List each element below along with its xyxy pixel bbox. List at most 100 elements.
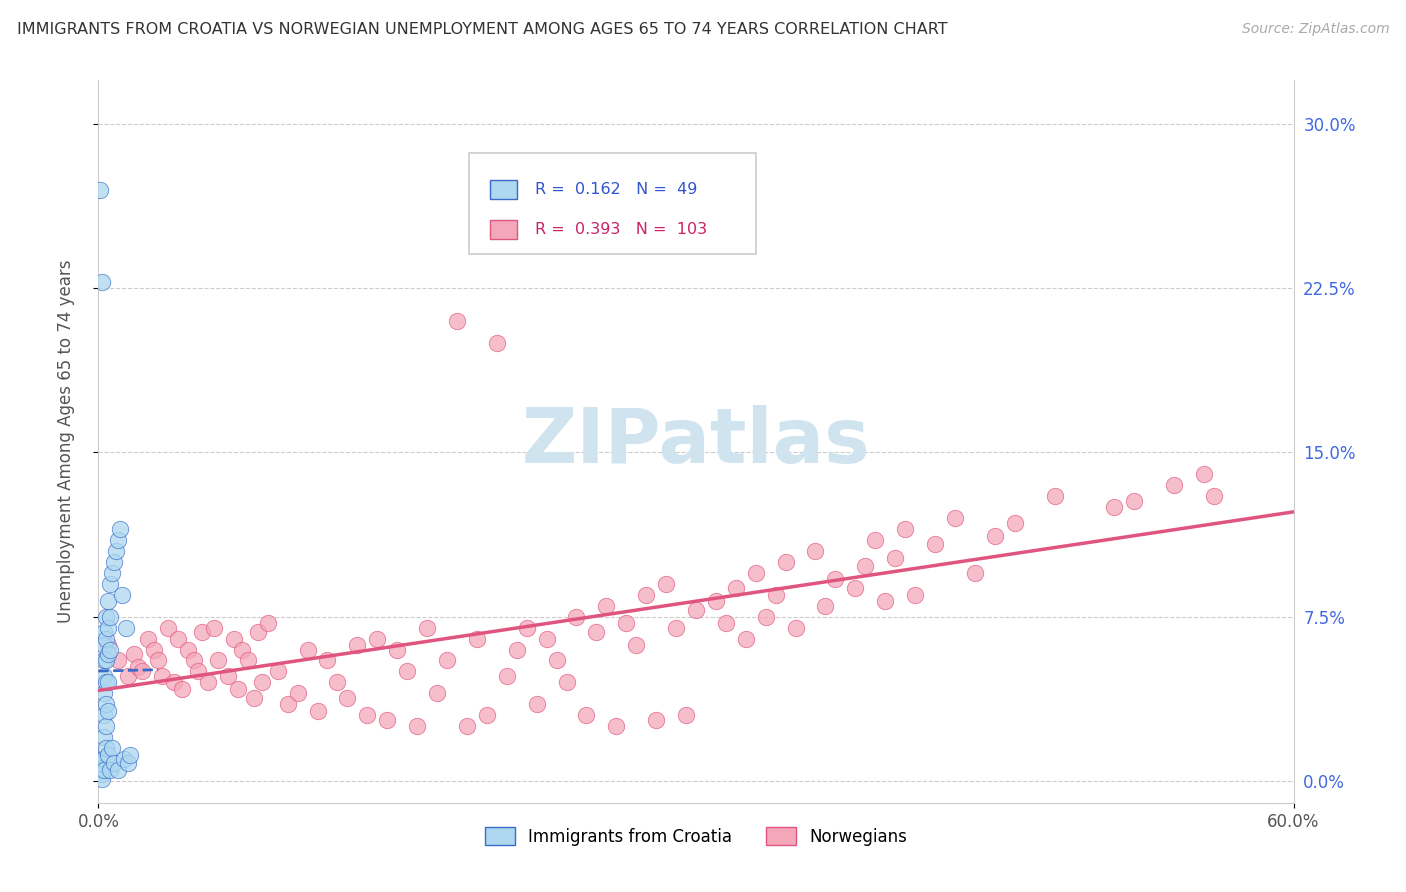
- Point: [775, 555, 797, 569]
- Point: [884, 550, 907, 565]
- Point: [187, 665, 209, 679]
- Point: [143, 642, 166, 657]
- Point: [785, 621, 807, 635]
- Point: [98, 609, 122, 624]
- Point: [595, 599, 617, 613]
- Point: [148, 653, 170, 667]
- Point: [117, 756, 139, 771]
- Point: [614, 616, 637, 631]
- Point: [93, 763, 115, 777]
- Point: [97, 638, 120, 652]
- Text: ZIPatlas: ZIPatlas: [522, 405, 870, 478]
- Text: Source: ZipAtlas.com: Source: ZipAtlas.com: [1241, 22, 1389, 37]
- Point: [853, 559, 876, 574]
- Point: [346, 638, 368, 652]
- Point: [222, 632, 245, 646]
- Point: [456, 719, 478, 733]
- Point: [197, 675, 219, 690]
- Point: [107, 533, 129, 547]
- Point: [894, 522, 917, 536]
- Point: [89, 756, 111, 771]
- Point: [217, 669, 239, 683]
- Point: [97, 621, 120, 635]
- Point: [91, 756, 114, 771]
- Point: [98, 763, 122, 777]
- Point: [536, 632, 558, 646]
- Point: [316, 653, 339, 667]
- Point: [97, 747, 120, 762]
- Point: [97, 594, 120, 608]
- Point: [101, 566, 124, 580]
- Point: [426, 686, 449, 700]
- Point: [96, 698, 118, 712]
- Point: [131, 665, 153, 679]
- Point: [117, 669, 139, 683]
- Point: [91, 772, 114, 786]
- Point: [575, 708, 598, 723]
- Point: [91, 752, 114, 766]
- FancyBboxPatch shape: [491, 220, 517, 239]
- Point: [824, 573, 846, 587]
- Point: [103, 756, 125, 771]
- Point: [565, 609, 588, 624]
- Point: [93, 686, 115, 700]
- Point: [963, 566, 986, 580]
- Point: [675, 708, 697, 723]
- Point: [984, 529, 1007, 543]
- Point: [375, 713, 398, 727]
- Point: [475, 708, 498, 723]
- FancyBboxPatch shape: [470, 153, 756, 253]
- Point: [157, 621, 180, 635]
- Point: [96, 609, 118, 624]
- Point: [231, 642, 253, 657]
- Point: [814, 599, 837, 613]
- Text: R =  0.162   N =  49: R = 0.162 N = 49: [534, 183, 697, 197]
- Point: [105, 544, 128, 558]
- Point: [89, 763, 111, 777]
- Point: [714, 616, 737, 631]
- Point: [96, 675, 118, 690]
- Point: [406, 719, 429, 733]
- Point: [98, 642, 122, 657]
- Point: [485, 336, 508, 351]
- Point: [96, 632, 118, 646]
- Point: [336, 690, 359, 705]
- Point: [91, 763, 114, 777]
- Point: [297, 642, 319, 657]
- Point: [1043, 489, 1066, 503]
- Point: [93, 653, 115, 667]
- Point: [416, 621, 439, 635]
- Point: [326, 675, 349, 690]
- Point: [465, 632, 488, 646]
- Point: [115, 621, 138, 635]
- Point: [804, 544, 827, 558]
- Point: [446, 314, 468, 328]
- Point: [96, 653, 118, 667]
- Point: [150, 669, 173, 683]
- Point: [645, 713, 668, 727]
- Point: [436, 653, 458, 667]
- Point: [163, 675, 186, 690]
- Point: [1202, 489, 1225, 503]
- Point: [136, 632, 159, 646]
- FancyBboxPatch shape: [491, 180, 517, 200]
- Point: [704, 594, 727, 608]
- Point: [755, 609, 778, 624]
- Point: [97, 647, 120, 661]
- Point: [724, 581, 747, 595]
- Point: [1004, 516, 1026, 530]
- Point: [93, 752, 115, 766]
- Point: [127, 660, 149, 674]
- Point: [183, 653, 205, 667]
- Point: [107, 763, 129, 777]
- Point: [585, 625, 607, 640]
- Point: [246, 625, 269, 640]
- Point: [356, 708, 378, 723]
- Point: [93, 625, 115, 640]
- Point: [97, 675, 120, 690]
- Point: [875, 594, 897, 608]
- Point: [1104, 500, 1126, 515]
- Point: [93, 708, 115, 723]
- Point: [167, 632, 190, 646]
- Point: [924, 537, 946, 551]
